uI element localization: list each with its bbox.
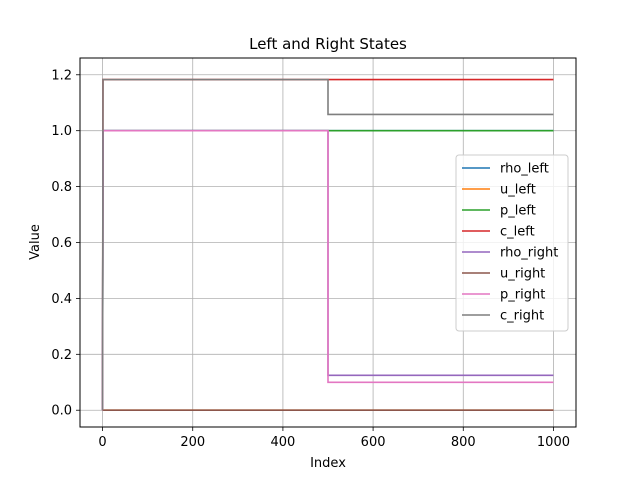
legend-label: u_left — [500, 183, 536, 198]
legend-label: p_right — [500, 288, 545, 303]
x-tick-label: 0 — [98, 435, 106, 450]
series-line-c-right — [101, 78, 554, 411]
legend-label: p_left — [500, 204, 536, 219]
y-axis-title: Value — [28, 224, 43, 260]
x-tick-label: 600 — [361, 435, 386, 450]
legend-label: c_left — [500, 225, 535, 240]
x-tick-label: 1000 — [537, 435, 570, 450]
legend-label: c_right — [500, 309, 544, 324]
y-tick-label: 0.8 — [51, 180, 72, 195]
x-axis-title: Index — [310, 456, 346, 471]
chart-title: Left and Right States — [249, 35, 407, 53]
legend-label: u_right — [500, 267, 545, 282]
x-tick-label: 400 — [270, 435, 295, 450]
y-tick-label: 0.4 — [51, 292, 72, 307]
y-tick-label: 1.2 — [51, 68, 72, 83]
x-tick-label: 200 — [180, 435, 205, 450]
legend-box — [455, 154, 569, 332]
axis-ticks: 0 200 400 600 800 1000 0.0 0.2 0.4 0.6 0.8 1.0 1.2 — [51, 68, 570, 450]
y-tick-label: 0.6 — [51, 236, 72, 251]
y-tick-label: 1.0 — [51, 124, 72, 139]
legend-label: rho_left — [500, 162, 549, 177]
legend-label: rho_right — [500, 246, 558, 261]
y-tick-label: 0.2 — [51, 348, 72, 363]
x-tick-label: 800 — [451, 435, 476, 450]
legend: rho_left u_left p_left c_left rho_right u_rig… — [455, 154, 569, 332]
series-lines — [101, 78, 554, 412]
y-tick-label: 0.0 — [51, 404, 72, 419]
